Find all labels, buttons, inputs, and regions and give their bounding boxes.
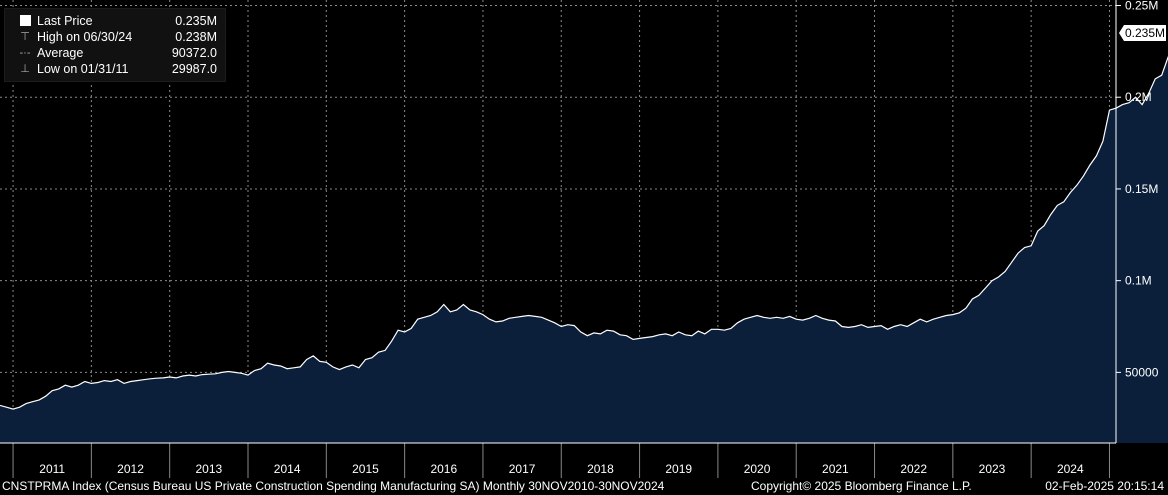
- y-tick-label: 0.25M: [1125, 0, 1158, 13]
- last-price-tag-label: 0.235M: [1125, 26, 1165, 40]
- high-marker-icon: ⊤: [20, 31, 30, 43]
- legend-high-value: 0.238M: [175, 30, 217, 44]
- last-price-swatch-icon: [19, 15, 31, 27]
- y-tick-label: 0.1M: [1125, 274, 1152, 288]
- legend-average-value: 90372.0: [171, 46, 217, 60]
- x-tick-label: 2024: [1057, 462, 1084, 476]
- last-price-tag: 0.235M: [1119, 25, 1166, 42]
- series-area: [0, 57, 1168, 443]
- legend-low-value: 29987.0: [171, 62, 217, 76]
- y-tick-label: 50000: [1125, 365, 1159, 379]
- last-price-tag-bg: [1119, 25, 1166, 42]
- x-tick-label: 2021: [822, 462, 849, 476]
- x-tick-label: 2018: [587, 462, 614, 476]
- legend-high: ⊤ High on 06/30/24 0.238M: [5, 29, 225, 45]
- legend-low-label: Low on 01/31/11: [37, 62, 129, 76]
- x-tick-label: 2019: [665, 462, 692, 476]
- footer-timestamp: 02-Feb-2025 20:15:14: [1045, 479, 1164, 493]
- footer-description: CNSTPRMA Index (Census Bureau US Private…: [2, 479, 665, 493]
- legend-average: -·- Average 90372.0: [5, 45, 225, 61]
- legend-average-label: Average: [37, 46, 84, 60]
- x-tick-label: 2023: [979, 462, 1006, 476]
- low-marker-icon: ⊥: [20, 63, 30, 75]
- x-tick-label: 2016: [430, 462, 457, 476]
- x-tick-label: 2011: [39, 462, 65, 476]
- x-tick-label: 2014: [274, 462, 301, 476]
- legend-last-price-value: 0.235M: [175, 14, 217, 28]
- x-tick-label: 2022: [900, 462, 927, 476]
- series-line: [0, 56, 1168, 410]
- y-tick-label: 0.2M: [1125, 90, 1152, 104]
- footer-copyright: Copyright© 2025 Bloomberg Finance L.P.: [751, 479, 972, 493]
- legend-high-label: High on 06/30/24: [37, 30, 133, 44]
- y-tick-label: 0.15M: [1125, 182, 1158, 196]
- x-tick-label: 2017: [509, 462, 536, 476]
- legend-last-price: Last Price 0.235M: [5, 13, 225, 29]
- legend-panel: Last Price 0.235M ⊤ High on 06/30/24 0.2…: [4, 8, 226, 82]
- x-tick-label: 2015: [352, 462, 379, 476]
- x-tick-label: 2020: [744, 462, 771, 476]
- x-tick-label: 2013: [195, 462, 222, 476]
- average-marker-icon: -·-: [19, 47, 31, 59]
- legend-last-price-label: Last Price: [37, 14, 93, 28]
- x-tick-label: 2012: [117, 462, 144, 476]
- legend-low: ⊥ Low on 01/31/11 29987.0: [5, 61, 225, 77]
